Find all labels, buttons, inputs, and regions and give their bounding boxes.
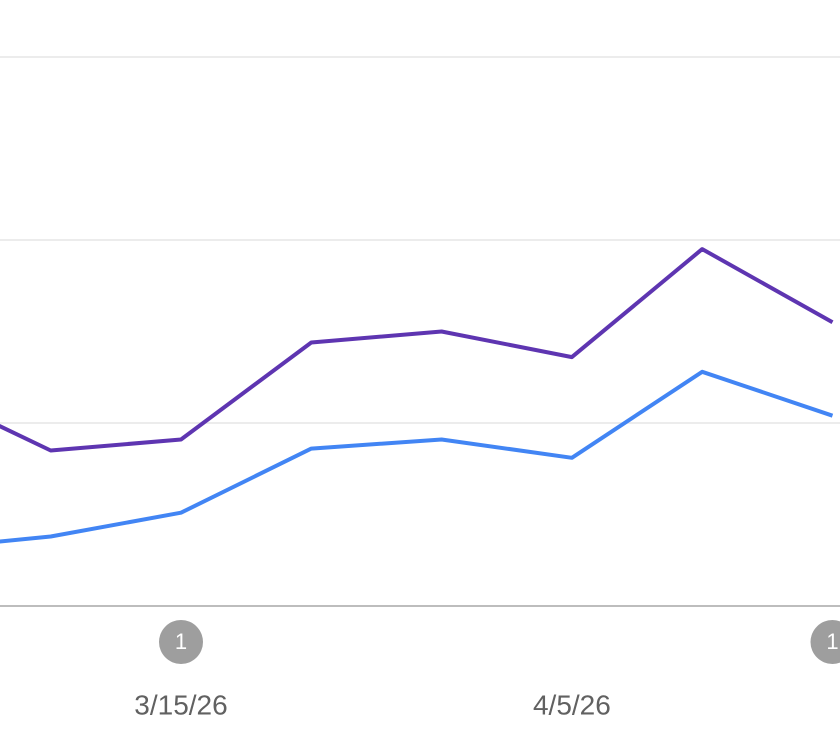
annotation-count: 1	[826, 629, 838, 654]
annotation-marker: 1	[810, 620, 840, 664]
x-tick-label: 3/15/26	[134, 689, 227, 720]
annotation-count: 1	[175, 629, 187, 654]
x-tick-label: 4/5/26	[533, 689, 611, 720]
line-series	[0, 247, 834, 453]
line-series	[0, 369, 834, 544]
annotation-circle	[159, 620, 203, 664]
annotation-marker: 1	[159, 620, 203, 664]
annotation-circle	[810, 620, 840, 664]
